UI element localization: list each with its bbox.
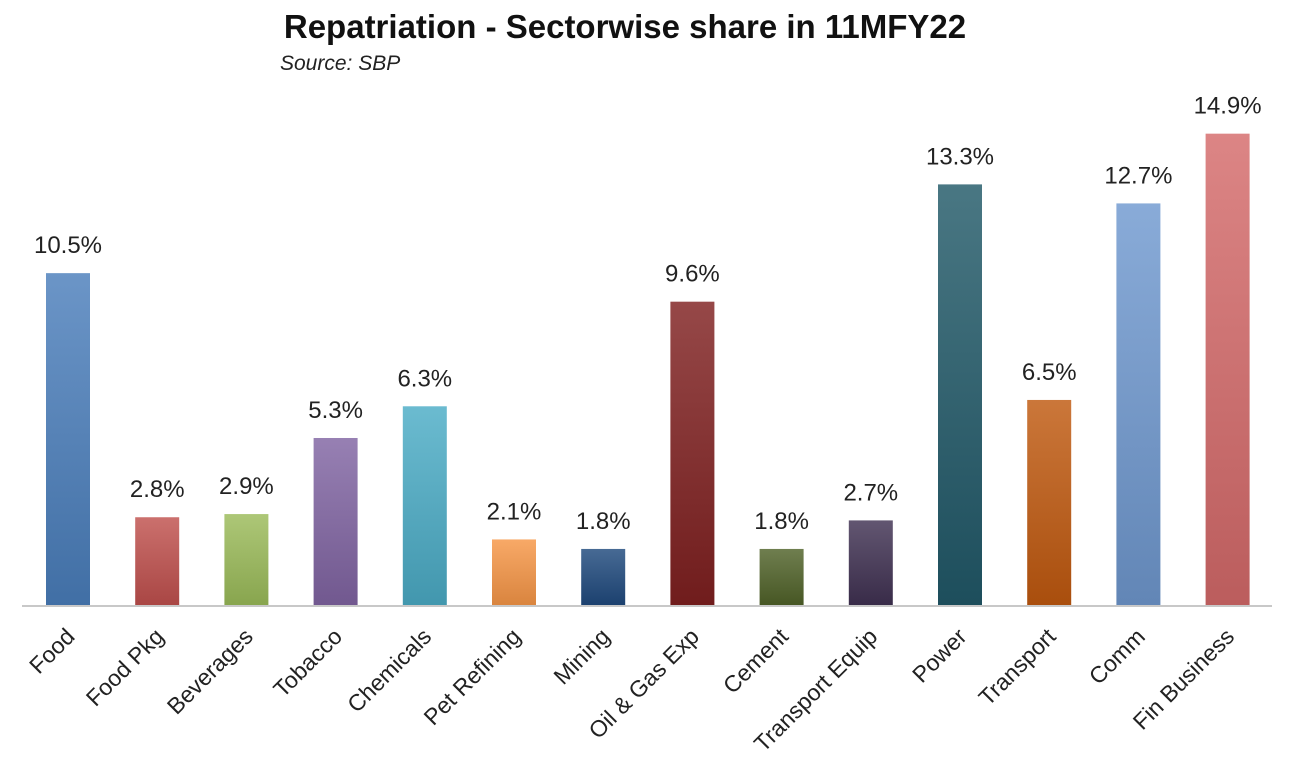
value-labels-group: 10.5% 2.8% 2.9% 5.3% 6.3% 2.1% 1.8% 9.6% 1.8% 2.7… xyxy=(34,93,1262,535)
bar-value-label: 2.7% xyxy=(843,479,898,506)
bar-value-label: 1.8% xyxy=(576,508,631,535)
bar-9 xyxy=(848,520,893,606)
chart-source: Source: SBP xyxy=(280,52,401,75)
bar-value-label: 1.8% xyxy=(754,508,809,535)
x-tick-label: Food Pkg xyxy=(81,623,169,711)
bar-10 xyxy=(938,184,982,606)
bar-value-label: 2.8% xyxy=(130,476,185,503)
x-tick-label: Food xyxy=(24,623,79,678)
bar-value-label: 2.1% xyxy=(487,498,542,525)
x-tick-label: Transport xyxy=(973,623,1061,711)
x-tick-label: Chemicals xyxy=(342,623,436,717)
x-tick-label: Cement xyxy=(718,623,794,699)
x-tick-label: Tobacco xyxy=(268,623,347,702)
bar-11 xyxy=(1027,399,1072,606)
x-tick-label: Comm xyxy=(1084,623,1150,689)
bars-group xyxy=(46,133,1250,607)
bar-value-label: 12.7% xyxy=(1104,162,1172,189)
bar-2 xyxy=(224,514,269,606)
bar-8 xyxy=(759,548,804,606)
bar-value-label: 13.3% xyxy=(926,143,994,170)
bar-value-label: 10.5% xyxy=(34,232,102,259)
bar-value-label: 6.5% xyxy=(1022,359,1077,386)
bar-1 xyxy=(135,517,180,606)
bar-value-label: 5.3% xyxy=(308,397,363,424)
bar-value-label: 9.6% xyxy=(665,261,720,288)
x-tick-label: Beverages xyxy=(162,623,258,719)
bar-value-label: 6.3% xyxy=(397,365,452,392)
bar-value-label: 2.9% xyxy=(219,473,274,500)
bar-4 xyxy=(402,406,447,606)
bar-13 xyxy=(1205,133,1250,607)
x-tick-label: Mining xyxy=(548,623,614,689)
x-tick-label: Power xyxy=(907,623,972,688)
bar-5 xyxy=(492,539,536,606)
chart-title: Repatriation - Sectorwise share in 11MFY… xyxy=(283,8,967,45)
bar-6 xyxy=(581,548,626,606)
bar-12 xyxy=(1116,203,1161,606)
bar-3 xyxy=(313,437,358,606)
bar-7 xyxy=(670,301,715,606)
bar-0 xyxy=(46,273,90,606)
x-tick-label: Pet Refining xyxy=(419,623,526,730)
bar-value-label: 14.9% xyxy=(1194,93,1262,120)
